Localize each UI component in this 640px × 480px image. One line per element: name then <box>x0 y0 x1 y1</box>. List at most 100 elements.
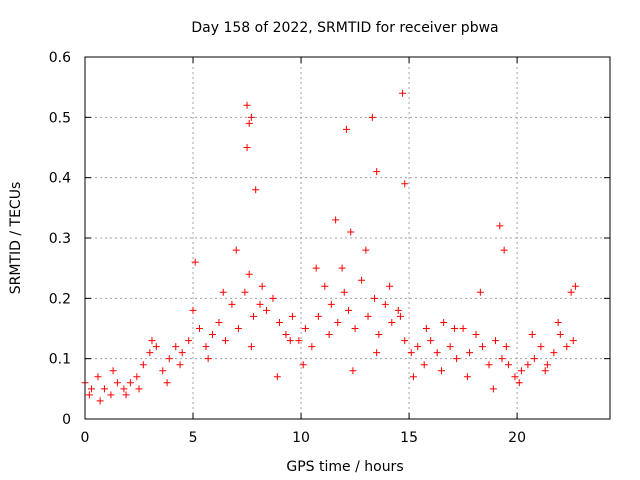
data-point <box>517 367 525 375</box>
data-point <box>394 306 402 314</box>
data-point <box>135 385 143 393</box>
data-point <box>247 343 255 351</box>
data-point <box>189 306 197 314</box>
y-tick-label: 0.3 <box>49 231 71 247</box>
data-point <box>427 337 435 345</box>
data-point <box>288 312 296 320</box>
data-point <box>358 276 366 284</box>
data-point <box>347 228 355 236</box>
data-point <box>314 312 322 320</box>
data-point <box>146 349 154 357</box>
data-point <box>567 288 575 296</box>
y-tick-label: 0.4 <box>49 171 71 187</box>
data-point <box>349 367 357 375</box>
data-point <box>165 355 173 363</box>
y-tick-label: 0 <box>62 412 71 428</box>
data-point <box>126 379 134 387</box>
data-point <box>381 300 389 308</box>
grid-lines <box>85 57 610 419</box>
data-point <box>420 361 428 369</box>
data-point <box>414 343 422 351</box>
data-point <box>301 325 309 332</box>
data-point <box>528 331 536 339</box>
data-point <box>541 367 549 375</box>
data-point <box>321 282 329 290</box>
data-point <box>176 361 184 369</box>
data-point <box>373 168 381 176</box>
data-point <box>433 349 441 357</box>
data-point <box>243 144 251 151</box>
y-tick-label: 0.2 <box>49 291 71 307</box>
data-point <box>530 355 538 363</box>
data-point <box>466 349 474 357</box>
data-point <box>351 325 359 332</box>
data-point <box>208 331 216 339</box>
data-point <box>258 282 266 290</box>
data-point <box>202 343 210 351</box>
data-point <box>286 337 294 345</box>
data-point <box>450 325 458 332</box>
y-tick-label: 0.6 <box>49 50 71 66</box>
x-tick-label: 0 <box>81 430 90 446</box>
data-point <box>489 385 497 393</box>
data-point <box>120 385 128 393</box>
data-point <box>107 391 115 399</box>
data-point <box>407 349 415 357</box>
data-point <box>446 343 454 351</box>
data-point <box>325 331 333 339</box>
data-point <box>399 89 407 97</box>
data-point <box>375 331 383 339</box>
data-point <box>368 113 376 121</box>
axis-ticks: 0 0.1 0.2 0.3 0.4 0.5 0.6 0 5 10 15 20 <box>49 50 610 446</box>
data-point <box>232 246 240 254</box>
data-point <box>185 337 193 345</box>
data-point <box>463 373 471 381</box>
data-point <box>247 113 255 121</box>
data-point <box>498 355 506 363</box>
data-point <box>219 288 227 296</box>
data-point <box>312 264 320 272</box>
data-point <box>256 300 264 308</box>
data-point <box>196 325 204 332</box>
data-point <box>241 288 249 296</box>
data-point <box>479 343 487 351</box>
x-tick-label: 20 <box>508 430 526 446</box>
data-point <box>152 343 160 351</box>
data-point <box>113 379 121 387</box>
data-point <box>148 337 156 345</box>
x-tick-label: 15 <box>400 430 418 446</box>
data-point <box>308 343 316 351</box>
data-point <box>215 318 223 326</box>
data-point <box>543 361 551 369</box>
data-point <box>554 318 562 326</box>
x-tick-label: 5 <box>189 430 198 446</box>
data-point <box>252 186 260 194</box>
x-tick-label: 10 <box>292 430 310 446</box>
data-point <box>371 294 379 302</box>
data-point <box>100 385 108 393</box>
data-point <box>327 300 335 308</box>
data-point <box>550 349 558 357</box>
data-point <box>437 367 445 375</box>
data-point <box>178 349 186 357</box>
data-point <box>243 101 251 109</box>
data-points <box>81 89 579 405</box>
data-point <box>245 119 253 127</box>
data-point <box>133 373 141 381</box>
data-point <box>172 343 180 351</box>
data-point <box>496 222 504 230</box>
data-point <box>515 379 523 387</box>
data-point <box>334 318 342 326</box>
data-point <box>472 331 480 339</box>
data-point <box>362 246 370 254</box>
data-point <box>345 306 353 314</box>
data-point <box>440 318 448 326</box>
data-point <box>500 246 508 254</box>
data-point <box>537 343 545 351</box>
data-point <box>459 325 467 332</box>
data-point <box>569 337 577 345</box>
data-point <box>373 349 381 357</box>
data-point <box>122 391 130 399</box>
data-point <box>491 337 499 345</box>
y-tick-label: 0.1 <box>49 352 71 368</box>
